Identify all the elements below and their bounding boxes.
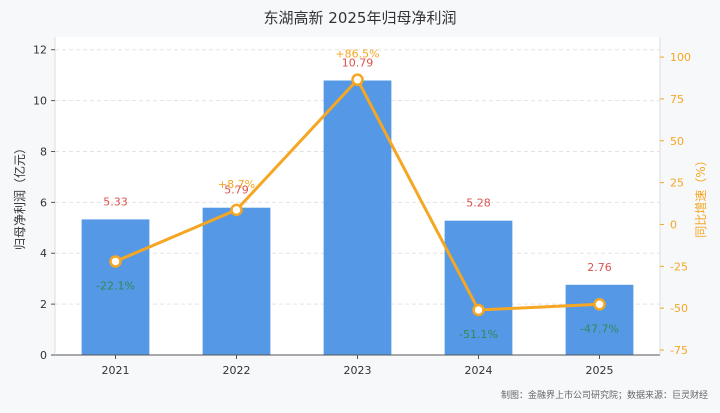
y-right-tick-label: -75	[670, 344, 688, 357]
bar-2025	[565, 284, 634, 355]
y-axis-left-label: 归母净利润（亿元）	[12, 142, 27, 250]
growth-value-label: -22.1%	[96, 279, 135, 292]
x-tick-label: 2022	[223, 364, 251, 377]
growth-point	[351, 73, 364, 86]
line-series	[109, 73, 606, 317]
growth-point	[109, 255, 122, 268]
x-tick-label: 2023	[344, 364, 372, 377]
y-right-tick-label: -25	[670, 260, 688, 273]
bar-value-label: 2.76	[587, 261, 612, 274]
bar-value-label: 10.79	[342, 57, 374, 70]
bar-2023	[323, 80, 392, 355]
y-left-tick-label: 8	[40, 145, 47, 158]
bar-value-label: 5.28	[466, 197, 491, 210]
bar-series	[81, 80, 634, 355]
y-right-tick-label: 25	[670, 177, 684, 190]
y-right-tick-label: 50	[670, 135, 684, 148]
y-left-tick-label: 12	[33, 44, 47, 57]
bar-value-label: 5.79	[224, 184, 249, 197]
growth-value-label: -51.1%	[459, 328, 498, 341]
data-labels: 5.33 5.79 10.79 5.28 2.76 -22.1% +8.7% +86.5% -5…	[96, 48, 619, 341]
y-left-tick-label: 6	[40, 196, 47, 209]
y-right-tick-label: 100	[670, 51, 691, 64]
y-axis-right-label: 同比增速（%）	[694, 154, 708, 237]
y-left-tick-label: 2	[40, 298, 47, 311]
bar-value-label: 5.33	[103, 195, 128, 208]
y-left-tick-label: 10	[33, 95, 47, 108]
y-left-tick-label: 0	[40, 349, 47, 362]
growth-value-label: +86.5%	[335, 48, 379, 61]
axes: 0 2 4 6 8 10 12 -75 -50 -25 0 25 50 75 100 2021 2022 2023…	[33, 37, 691, 377]
x-tick-label: 2021	[102, 364, 130, 377]
y-right-tick-label: 0	[670, 218, 677, 231]
growth-value-label: +8.7%	[218, 178, 255, 191]
growth-point	[472, 303, 485, 317]
bar-2024	[444, 220, 513, 355]
y-left-tick-label: 4	[40, 247, 47, 260]
source-footnote: 制图：金融界上市公司研究院；数据来源：巨灵财经	[501, 389, 708, 401]
chart-title: 东湖高新 2025年归母净利润	[264, 9, 457, 27]
bar-2021	[81, 219, 150, 355]
x-tick-label: 2025	[586, 364, 614, 377]
y-right-tick-label: 75	[670, 93, 684, 106]
growth-value-label: -47.7%	[580, 322, 619, 335]
growth-point	[593, 298, 606, 311]
y-right-tick-label: -50	[670, 302, 688, 315]
growth-point	[230, 203, 243, 217]
x-tick-label: 2024	[465, 364, 493, 377]
bar-2022	[202, 207, 271, 355]
